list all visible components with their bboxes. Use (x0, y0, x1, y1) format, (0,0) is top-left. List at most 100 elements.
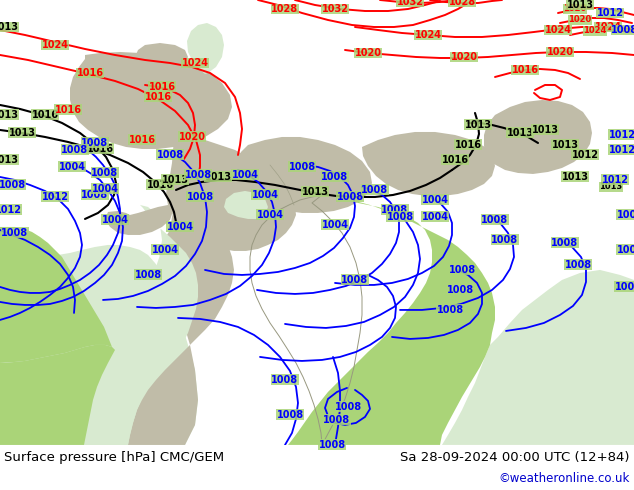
Text: 1013: 1013 (205, 172, 231, 182)
Text: 1004: 1004 (257, 210, 283, 220)
Text: 1008: 1008 (337, 192, 363, 202)
Text: 1020: 1020 (568, 16, 592, 24)
Text: 1024: 1024 (181, 58, 209, 68)
Text: 1008: 1008 (271, 375, 299, 385)
Text: 1032: 1032 (321, 4, 349, 14)
Text: 1008: 1008 (387, 212, 413, 222)
Text: 1013: 1013 (599, 182, 623, 192)
Text: 1008: 1008 (134, 270, 162, 280)
Text: 1016: 1016 (55, 105, 82, 115)
Text: 1020: 1020 (451, 52, 477, 62)
Polygon shape (105, 205, 175, 235)
Text: 1004: 1004 (58, 162, 86, 172)
Text: 1008: 1008 (491, 235, 519, 245)
Text: 1016: 1016 (145, 92, 172, 102)
Text: 1013: 1013 (162, 175, 188, 185)
Text: 1013: 1013 (531, 125, 559, 135)
Text: 1008: 1008 (186, 192, 214, 202)
Text: 1008: 1008 (184, 170, 212, 180)
Text: 1013: 1013 (507, 128, 533, 138)
Text: 1008: 1008 (616, 210, 634, 220)
Text: 1016: 1016 (129, 135, 155, 145)
Text: 1008: 1008 (323, 415, 351, 425)
Text: 1008: 1008 (276, 410, 304, 420)
Text: Surface pressure [hPa] CMC/GEM: Surface pressure [hPa] CMC/GEM (4, 451, 224, 464)
Polygon shape (128, 205, 234, 445)
Text: ©weatheronline.co.uk: ©weatheronline.co.uk (498, 471, 630, 485)
Text: 1013: 1013 (0, 22, 18, 32)
Text: 1008: 1008 (446, 285, 474, 295)
Text: 1008: 1008 (288, 162, 316, 172)
Text: 1008: 1008 (81, 138, 108, 148)
Text: 1008: 1008 (614, 282, 634, 292)
Text: 1028: 1028 (448, 0, 476, 7)
Text: 1008: 1008 (611, 25, 634, 35)
Text: 1012: 1012 (41, 192, 68, 202)
Polygon shape (388, 403, 408, 427)
Text: 1016: 1016 (86, 144, 113, 154)
Polygon shape (70, 52, 232, 149)
Text: 1020: 1020 (179, 132, 205, 142)
Text: 1020: 1020 (354, 48, 382, 58)
Text: 1004: 1004 (422, 195, 448, 205)
Text: 1016: 1016 (146, 180, 174, 190)
Polygon shape (224, 191, 268, 219)
Text: 1004: 1004 (152, 245, 179, 255)
Text: 1012: 1012 (0, 205, 22, 215)
Text: 1008: 1008 (91, 168, 119, 178)
Polygon shape (135, 43, 188, 69)
Text: 1008: 1008 (342, 275, 368, 285)
Polygon shape (362, 132, 495, 196)
Text: 1013: 1013 (302, 187, 328, 197)
Text: 1008: 1008 (564, 260, 592, 270)
Text: 1020: 1020 (564, 4, 586, 14)
Polygon shape (484, 100, 592, 174)
Polygon shape (166, 135, 296, 251)
Text: 1013: 1013 (0, 155, 18, 165)
Text: 1016: 1016 (441, 155, 469, 165)
Polygon shape (0, 245, 198, 445)
Text: 1008: 1008 (321, 172, 349, 182)
Text: 1028: 1028 (271, 4, 299, 14)
Polygon shape (0, 227, 112, 363)
Text: 1008: 1008 (481, 215, 508, 225)
Text: 1016: 1016 (32, 110, 58, 120)
Text: 1013: 1013 (562, 172, 588, 182)
Text: 1008: 1008 (382, 205, 408, 215)
Polygon shape (237, 137, 372, 213)
Text: 1004: 1004 (167, 222, 193, 232)
Text: 1008: 1008 (552, 238, 579, 248)
Text: 1008: 1008 (436, 305, 463, 315)
Text: 1008: 1008 (318, 440, 346, 450)
Polygon shape (187, 23, 224, 74)
Text: 1008: 1008 (448, 265, 476, 275)
Text: 1008: 1008 (81, 190, 108, 200)
Text: 1013: 1013 (0, 110, 18, 120)
Polygon shape (186, 190, 222, 223)
Text: 1016: 1016 (455, 140, 481, 150)
Text: 1004: 1004 (422, 212, 448, 222)
Text: 1008: 1008 (616, 245, 634, 255)
Text: 1012: 1012 (571, 150, 598, 160)
Text: 1004: 1004 (231, 170, 259, 180)
Polygon shape (84, 205, 198, 445)
Text: 1004: 1004 (101, 215, 129, 225)
Polygon shape (185, 270, 634, 445)
Text: 1012: 1012 (609, 130, 634, 140)
Text: 1024: 1024 (595, 22, 621, 32)
Polygon shape (0, 345, 115, 445)
Text: 1013: 1013 (567, 0, 593, 10)
Text: 1004: 1004 (252, 190, 278, 200)
Text: 1020: 1020 (547, 47, 574, 57)
Text: 1016: 1016 (77, 68, 103, 78)
Text: 1013: 1013 (8, 128, 36, 138)
Text: 1008: 1008 (61, 145, 89, 155)
Text: 1004: 1004 (91, 184, 119, 194)
Text: 1013: 1013 (552, 140, 578, 150)
Text: 1024: 1024 (545, 25, 571, 35)
Text: 1016: 1016 (148, 82, 176, 92)
Text: 1032: 1032 (396, 0, 424, 7)
Text: 1012: 1012 (602, 175, 628, 185)
Text: 1008: 1008 (1, 228, 29, 238)
Text: 1013: 1013 (465, 120, 491, 130)
